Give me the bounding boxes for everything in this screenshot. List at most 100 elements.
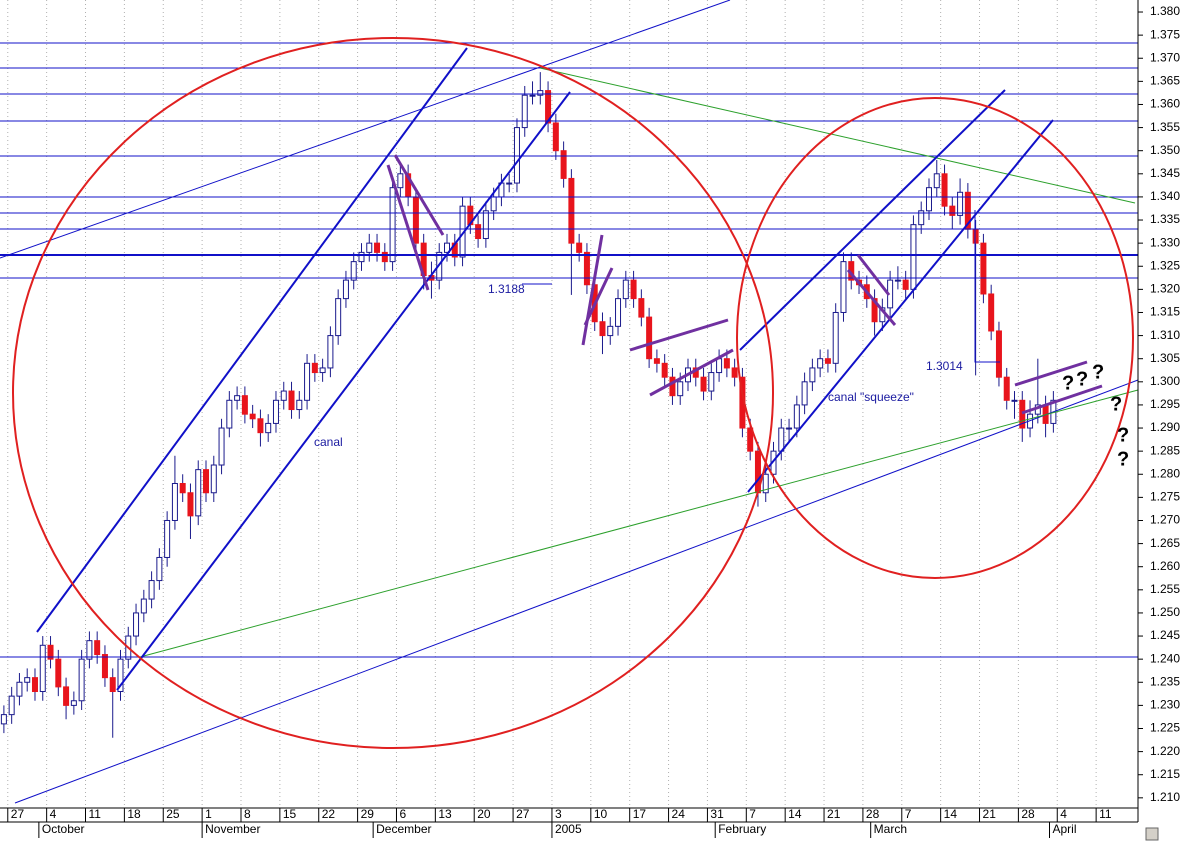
channel-lines	[36, 47, 1054, 691]
candle-body	[630, 279, 637, 300]
candle-body	[148, 580, 155, 600]
y-tick-label: 1.295	[1150, 397, 1180, 411]
y-tick-label: 1.300	[1150, 374, 1180, 388]
y-tick-label: 1.370	[1150, 50, 1180, 64]
y-tick-label: 1.270	[1150, 513, 1180, 527]
y-tick-label: 1.315	[1150, 305, 1180, 319]
x-tick-label: 1	[205, 807, 212, 821]
candle-body	[179, 483, 186, 494]
annotation: ?	[1092, 361, 1104, 383]
drawings	[0, 0, 1139, 804]
y-tick-label: 1.310	[1150, 328, 1180, 342]
candle-body	[762, 473, 769, 494]
candle-body	[840, 261, 847, 313]
candle-body	[653, 358, 660, 364]
candle-body	[638, 298, 645, 318]
x-tick-label: 28	[1021, 807, 1035, 821]
y-tick-label: 1.230	[1150, 698, 1180, 712]
annotation: 1.3014	[926, 359, 963, 373]
candle-body	[545, 90, 552, 124]
pattern-line	[1021, 384, 1103, 415]
candle-body	[187, 492, 194, 517]
candle-body	[366, 242, 373, 253]
candle-body	[793, 404, 800, 429]
candle-body	[918, 210, 925, 226]
candle-body	[941, 173, 948, 207]
marker-line	[974, 210, 1000, 363]
y-tick-label: 1.320	[1150, 282, 1180, 296]
candle-body	[949, 205, 956, 216]
y-tick-label: 1.290	[1150, 420, 1180, 434]
candle-body	[871, 298, 878, 323]
x-tick-label: 15	[283, 807, 297, 821]
candle-body	[249, 413, 256, 420]
candle-body	[70, 700, 77, 706]
x-tick-label: 31	[710, 807, 724, 821]
candle-body	[280, 390, 287, 401]
candle-body	[747, 427, 754, 452]
candle-body	[708, 372, 715, 392]
y-tick-label: 1.355	[1150, 120, 1180, 134]
y-tick-label: 1.220	[1150, 744, 1180, 758]
candle-body	[801, 381, 808, 406]
candle-body	[374, 242, 381, 253]
candle-body	[16, 681, 23, 697]
y-tick-label: 1.340	[1150, 189, 1180, 203]
trend-line	[0, 0, 731, 259]
x-tick-label: 25	[166, 807, 180, 821]
y-tick-label: 1.245	[1150, 628, 1180, 642]
y-tick-label: 1.235	[1150, 674, 1180, 688]
candle-body	[257, 418, 264, 434]
candle-body	[646, 316, 653, 360]
candle-body	[568, 177, 575, 244]
candle-body	[817, 358, 824, 369]
candle-body	[55, 658, 62, 688]
candle-body	[304, 362, 311, 401]
annotation: ?	[1117, 448, 1129, 470]
candle-body	[397, 173, 404, 189]
candle-body	[1011, 399, 1018, 402]
x-tick-label: 21	[827, 807, 841, 821]
x-tick-label: 28	[866, 807, 880, 821]
candle-body	[78, 658, 85, 702]
candle-body	[529, 94, 536, 97]
x-axis-panel	[0, 808, 1138, 846]
candle-body	[980, 242, 987, 295]
candle-body	[350, 261, 357, 281]
candle-body	[195, 469, 202, 517]
candle-body	[39, 644, 46, 693]
candle-body	[607, 325, 614, 337]
candle-body	[218, 427, 225, 466]
candle-body	[537, 90, 544, 96]
horizontal-levels	[0, 0, 1139, 804]
candle-body	[677, 381, 684, 397]
candle-body	[583, 251, 590, 286]
axes: 1.380 1.375 1.370 1.365 1.360 1.355 1.350 1.345…	[7, 4, 1180, 838]
x-tick-label: 17	[633, 807, 647, 821]
candle-body	[109, 677, 116, 693]
candle-body	[824, 358, 831, 364]
x-tick-label: 21	[983, 807, 997, 821]
candle-body	[86, 640, 93, 660]
pattern-line	[846, 269, 897, 326]
y-tick-label: 1.375	[1150, 27, 1180, 41]
candle-body	[444, 242, 451, 253]
y-tick-label: 1.265	[1150, 536, 1180, 550]
y-tick-label: 1.275	[1150, 490, 1180, 504]
candle-body	[669, 376, 676, 397]
y-axis-panel	[1138, 0, 1189, 846]
candle-body	[63, 686, 70, 706]
candle-body	[809, 367, 816, 383]
candle-body	[475, 224, 482, 240]
y-tick-label: 1.305	[1150, 351, 1180, 365]
month-label: December	[376, 822, 431, 836]
trend-line	[14, 379, 1139, 804]
y-tick-label: 1.215	[1150, 767, 1180, 781]
candle-body	[241, 395, 248, 415]
candle-body	[31, 677, 38, 693]
candle-body	[661, 362, 668, 378]
candle-body	[599, 321, 606, 337]
candle-body	[894, 279, 901, 282]
candle-body	[902, 279, 909, 290]
